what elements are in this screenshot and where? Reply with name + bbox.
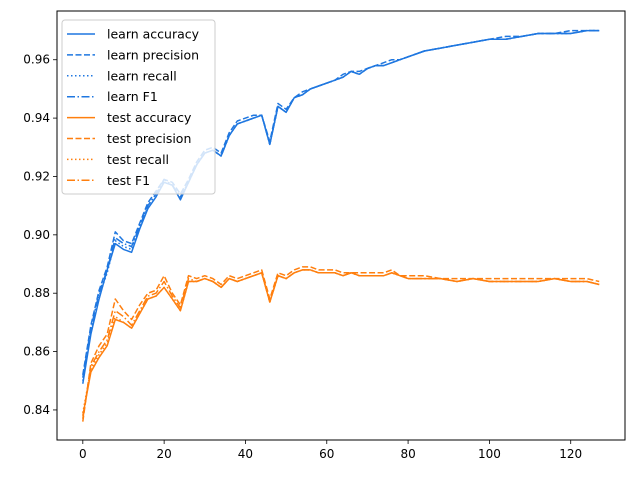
legend-label: learn recall xyxy=(107,68,177,83)
y-tick-label: 0.84 xyxy=(23,403,50,417)
y-tick-label: 0.96 xyxy=(23,53,50,67)
series-line-learn-f1 xyxy=(82,29,600,378)
y-tick-label: 0.90 xyxy=(23,228,50,242)
x-axis-ticks: 0 20 40 60 80 100 120 xyxy=(79,440,582,461)
legend-box xyxy=(61,19,216,195)
x-tick-label: 80 xyxy=(400,447,415,461)
y-tick-label: 0.94 xyxy=(23,111,50,125)
y-tick-label: 0.88 xyxy=(23,286,50,300)
legend-label: learn F1 xyxy=(107,89,158,104)
x-tick-label: 60 xyxy=(319,447,334,461)
x-tick-label: 100 xyxy=(478,447,501,461)
x-tick-label: 40 xyxy=(238,447,253,461)
series-line-test-f1 xyxy=(82,269,600,419)
x-tick-label: 0 xyxy=(79,447,87,461)
legend-label: learn accuracy xyxy=(107,27,200,42)
legend-label: test accuracy xyxy=(107,110,192,125)
series-layer xyxy=(82,29,600,422)
plot-frame xyxy=(56,10,626,441)
legend-label: test F1 xyxy=(107,173,150,188)
x-tick-label: 20 xyxy=(156,447,171,461)
legend-label: test recall xyxy=(107,152,169,167)
legend-label: learn precision xyxy=(107,47,199,62)
series-line-test-precision xyxy=(82,266,600,422)
legend: learn accuracy learn precision learn recal… xyxy=(61,19,216,195)
y-axis-ticks: 0.84 0.86 0.88 0.90 0.92 0.94 0.96 xyxy=(23,53,57,417)
x-tick-label: 120 xyxy=(559,447,582,461)
y-tick-label: 0.92 xyxy=(23,169,50,183)
y-tick-label: 0.86 xyxy=(23,345,50,359)
legend-label: test precision xyxy=(107,131,191,146)
